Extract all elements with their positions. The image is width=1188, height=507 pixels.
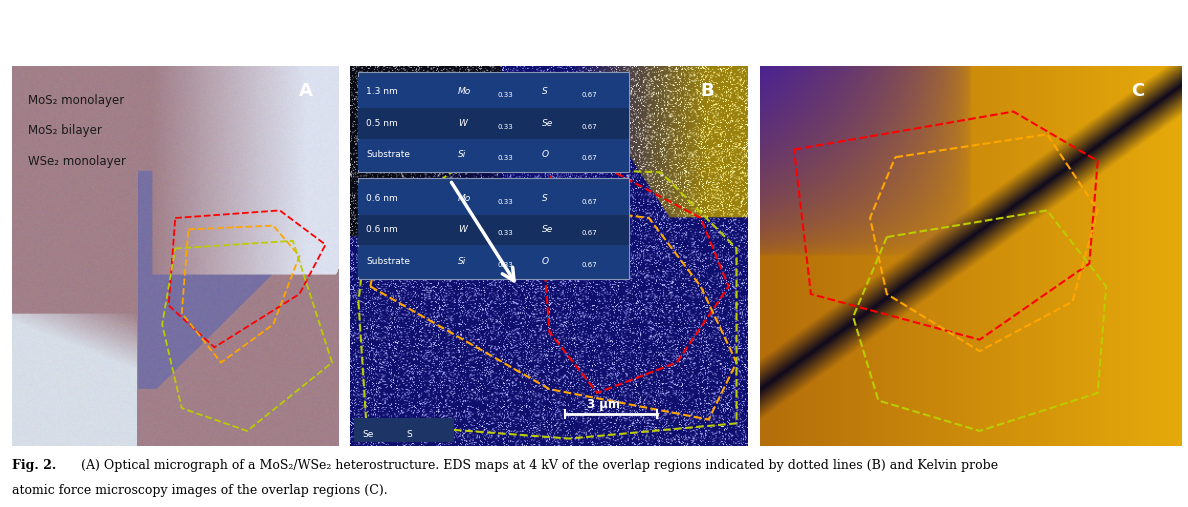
Text: 0.67: 0.67 (581, 92, 598, 98)
Text: 0.6 nm: 0.6 nm (366, 225, 398, 234)
Text: 0.33: 0.33 (498, 199, 513, 205)
Text: S: S (542, 194, 548, 203)
Text: 0.33: 0.33 (498, 230, 513, 236)
Text: Fig. 2.: Fig. 2. (12, 459, 56, 472)
FancyBboxPatch shape (359, 246, 630, 277)
Text: O: O (542, 257, 549, 266)
Text: S: S (542, 87, 548, 96)
FancyBboxPatch shape (359, 77, 630, 107)
Text: 0.5 nm: 0.5 nm (366, 119, 398, 128)
Text: W: W (457, 119, 467, 128)
FancyBboxPatch shape (359, 140, 630, 170)
Text: Mo: Mo (457, 194, 472, 203)
Text: 0.6 nm: 0.6 nm (366, 194, 398, 203)
Text: Se: Se (542, 119, 552, 128)
Text: WSe₂ monolayer: WSe₂ monolayer (29, 155, 126, 168)
FancyBboxPatch shape (359, 178, 630, 279)
FancyBboxPatch shape (354, 418, 454, 442)
Text: Si: Si (457, 151, 466, 159)
Text: Si: Si (457, 257, 466, 266)
Text: 0.33: 0.33 (498, 92, 513, 98)
Text: 1.3 nm: 1.3 nm (366, 87, 398, 96)
Text: 3 μm: 3 μm (587, 398, 620, 411)
Text: Substrate: Substrate (366, 151, 410, 159)
Text: 0.33: 0.33 (498, 262, 513, 268)
Text: 0.67: 0.67 (581, 124, 598, 130)
Text: C: C (1131, 82, 1145, 100)
Text: Mo: Mo (457, 87, 472, 96)
Text: (A) Optical micrograph of a MoS₂/WSe₂ heterostructure. EDS maps at 4 kV of the o: (A) Optical micrograph of a MoS₂/WSe₂ he… (77, 459, 998, 472)
Text: B: B (701, 82, 714, 100)
Text: S: S (406, 429, 412, 439)
Text: A: A (299, 82, 314, 100)
Text: atomic force microscopy images of the overlap regions (C).: atomic force microscopy images of the ov… (12, 484, 387, 497)
Text: W: W (457, 225, 467, 234)
Text: 0.67: 0.67 (581, 262, 598, 268)
Text: Se: Se (362, 429, 374, 439)
Text: 0.33: 0.33 (498, 155, 513, 161)
Text: 0.67: 0.67 (581, 199, 598, 205)
Text: 0.33: 0.33 (498, 124, 513, 130)
Text: MoS₂ monolayer: MoS₂ monolayer (29, 94, 125, 107)
Text: O: O (542, 151, 549, 159)
FancyBboxPatch shape (359, 72, 630, 172)
FancyBboxPatch shape (359, 108, 630, 139)
Text: MoS₂ bilayer: MoS₂ bilayer (29, 124, 102, 137)
Text: Se: Se (542, 225, 552, 234)
Text: 0.67: 0.67 (581, 230, 598, 236)
FancyBboxPatch shape (359, 184, 630, 214)
Text: Substrate: Substrate (366, 257, 410, 266)
Text: 0.67: 0.67 (581, 155, 598, 161)
FancyBboxPatch shape (359, 215, 630, 245)
